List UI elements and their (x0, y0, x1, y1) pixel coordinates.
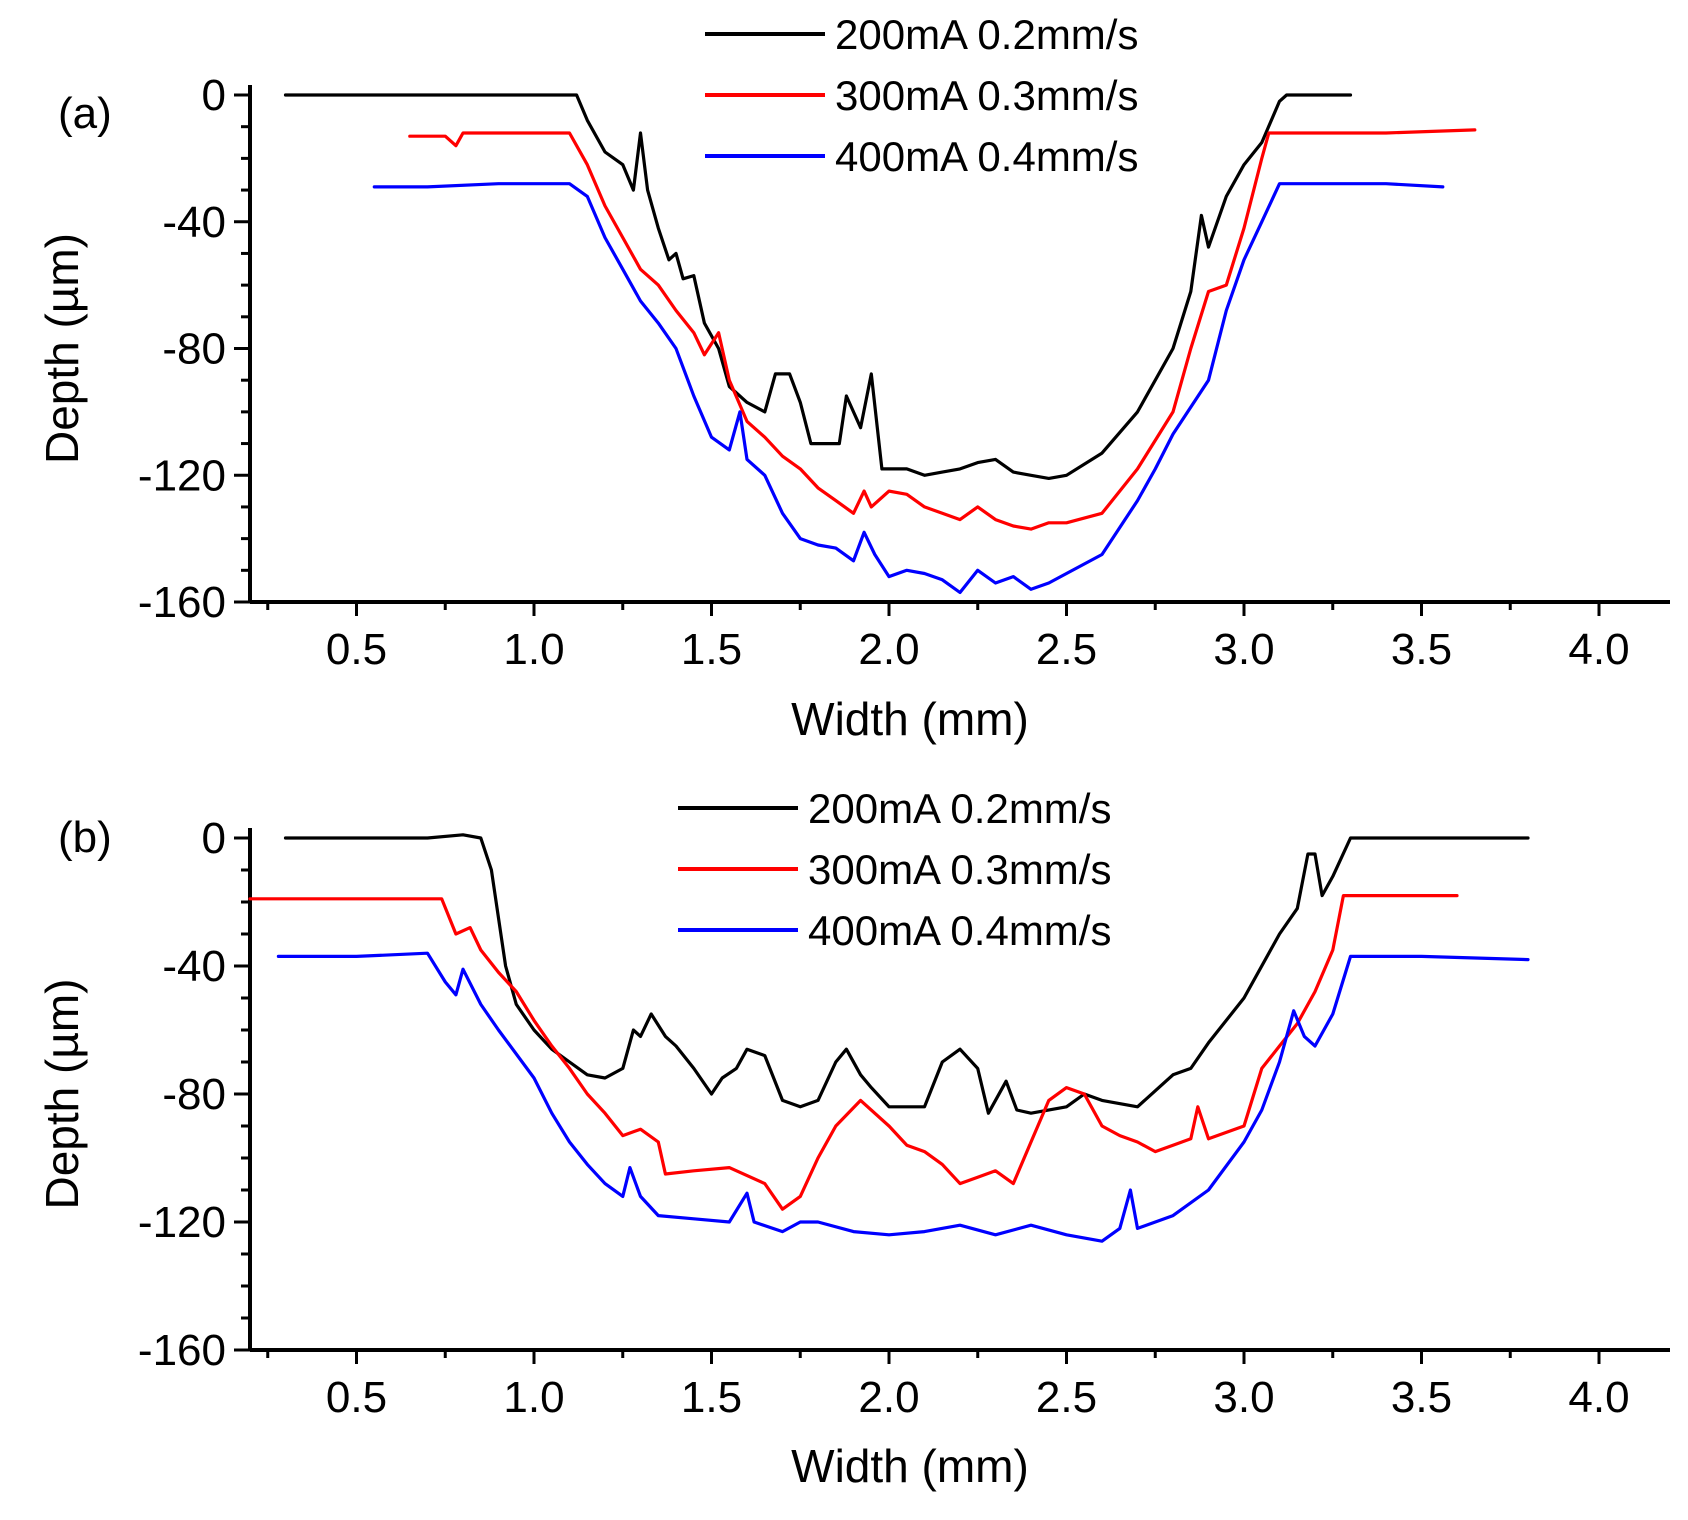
x-tick-label: 1.5 (681, 625, 742, 674)
x-tick-label: 3.0 (1213, 625, 1274, 674)
x-tick-label: 0.5 (326, 625, 387, 674)
y-tick-label: -120 (138, 451, 226, 500)
panel-b: 0.5 1.0 1.5 2.0 2.5 3.0 3.5 4.0 0 -40 -80 -120 -160 W… (36, 785, 1670, 1492)
y-tick-label: -120 (138, 1198, 226, 1247)
series-line-2 (248, 894, 1459, 1211)
legend-label: 200mA 0.2mm/s (835, 11, 1138, 58)
y-axis-title: Depth (µm) (36, 233, 88, 464)
x-tick-label: 3.5 (1391, 1373, 1452, 1422)
x-tick-label: 1.5 (681, 1373, 742, 1422)
x-tick-label: 2.0 (858, 1373, 919, 1422)
x-axis-title: Width (mm) (791, 693, 1029, 745)
y-tick-label: -40 (162, 942, 226, 991)
y-tick-label: -160 (138, 1326, 226, 1375)
y-tick-label: 0 (202, 71, 226, 120)
series-line-3 (276, 951, 1530, 1243)
x-tick-label: 3.5 (1391, 625, 1452, 674)
y-tick-label: -80 (162, 325, 226, 374)
series-line-1 (283, 93, 1353, 480)
x-tick-label: 4.0 (1568, 625, 1629, 674)
y-tick-label: 0 (202, 814, 226, 863)
y-tick-label: -80 (162, 1070, 226, 1119)
legend-label: 400mA 0.4mm/s (835, 133, 1138, 180)
series-line-1 (283, 833, 1530, 1115)
y-tick-label: -160 (138, 578, 226, 627)
legend-label: 300mA 0.3mm/s (808, 846, 1111, 893)
x-tick-label: 0.5 (326, 1373, 387, 1422)
x-axis-title: Width (mm) (791, 1440, 1029, 1492)
x-tick-label: 4.0 (1568, 1373, 1629, 1422)
x-tick-label: 2.0 (858, 625, 919, 674)
series-line-2 (408, 128, 1477, 531)
x-tick-label: 2.5 (1036, 1373, 1097, 1422)
x-tick-label: 3.0 (1213, 1373, 1274, 1422)
x-tick-label: 1.0 (503, 625, 564, 674)
panel-label: (b) (58, 813, 112, 862)
x-tick-label: 1.0 (503, 1373, 564, 1422)
panel-label: (a) (58, 89, 112, 138)
y-axis-title: Depth (µm) (36, 979, 88, 1210)
y-tick-label: -40 (162, 198, 226, 247)
legend-label: 200mA 0.2mm/s (808, 785, 1111, 832)
legend-label: 300mA 0.3mm/s (835, 72, 1138, 119)
x-tick-label: 2.5 (1036, 625, 1097, 674)
panel-a: 0.5 1.0 1.5 2.0 2.5 3.0 3.5 4.0 0 -40 -80 -120 -160 W… (36, 11, 1670, 745)
legend-label: 400mA 0.4mm/s (808, 907, 1111, 954)
series-line-3 (372, 182, 1445, 595)
